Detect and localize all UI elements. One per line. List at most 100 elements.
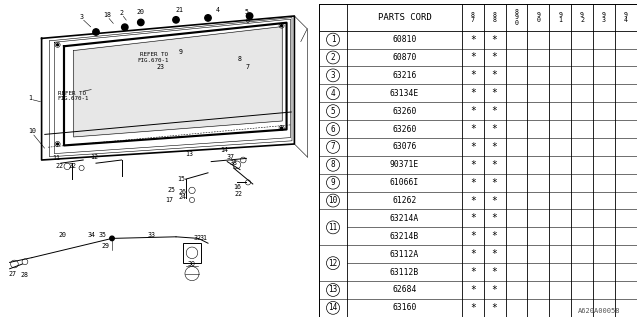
Text: *: * bbox=[470, 124, 476, 134]
Text: 9
3: 9 3 bbox=[602, 12, 606, 23]
Text: 20: 20 bbox=[137, 9, 145, 15]
Text: 22: 22 bbox=[55, 164, 63, 169]
Text: 1: 1 bbox=[28, 95, 33, 100]
Text: 8: 8 bbox=[238, 56, 242, 62]
Text: *: * bbox=[492, 267, 497, 277]
Text: *: * bbox=[492, 124, 497, 134]
Text: 60810: 60810 bbox=[392, 35, 417, 44]
Text: *: * bbox=[492, 88, 497, 98]
Text: 9: 9 bbox=[179, 49, 183, 55]
Text: *: * bbox=[470, 178, 476, 188]
Text: 63214B: 63214B bbox=[390, 232, 419, 241]
Text: *: * bbox=[492, 142, 497, 152]
Text: *: * bbox=[470, 52, 476, 62]
Text: *: * bbox=[492, 196, 497, 205]
Text: *: * bbox=[492, 70, 497, 80]
Text: 12: 12 bbox=[90, 154, 99, 160]
Text: 14: 14 bbox=[220, 148, 228, 153]
Text: 90371E: 90371E bbox=[390, 160, 419, 169]
Text: 62684: 62684 bbox=[392, 285, 417, 294]
Text: 5: 5 bbox=[244, 9, 248, 15]
Text: 38: 38 bbox=[230, 160, 237, 166]
Text: 34: 34 bbox=[87, 232, 95, 238]
Text: 13: 13 bbox=[328, 285, 338, 294]
Circle shape bbox=[281, 25, 283, 27]
Circle shape bbox=[122, 24, 128, 30]
Text: 24: 24 bbox=[179, 194, 186, 200]
Text: 2: 2 bbox=[331, 53, 335, 62]
Text: 5: 5 bbox=[331, 107, 335, 116]
Text: 8
8: 8 8 bbox=[493, 12, 497, 23]
Circle shape bbox=[93, 29, 99, 35]
Text: 31: 31 bbox=[199, 236, 207, 241]
Text: *: * bbox=[492, 178, 497, 188]
Text: 33: 33 bbox=[148, 232, 156, 238]
Circle shape bbox=[56, 143, 59, 145]
Text: *: * bbox=[470, 142, 476, 152]
Text: 63112A: 63112A bbox=[390, 250, 419, 259]
Circle shape bbox=[246, 13, 253, 19]
Text: 7: 7 bbox=[331, 142, 335, 151]
Text: *: * bbox=[470, 231, 476, 241]
Text: 28: 28 bbox=[20, 272, 28, 278]
Text: *: * bbox=[492, 303, 497, 313]
Text: *: * bbox=[470, 303, 476, 313]
Text: 6: 6 bbox=[331, 124, 335, 133]
Text: 60870: 60870 bbox=[392, 53, 417, 62]
Circle shape bbox=[138, 19, 144, 26]
Text: 63260: 63260 bbox=[392, 107, 417, 116]
Text: 30: 30 bbox=[188, 261, 196, 267]
Text: *: * bbox=[492, 35, 497, 44]
Text: 9
1: 9 1 bbox=[558, 12, 562, 23]
Text: 8
7: 8 7 bbox=[470, 12, 475, 23]
Text: 11: 11 bbox=[52, 156, 60, 161]
Polygon shape bbox=[74, 27, 282, 137]
Text: 61262: 61262 bbox=[392, 196, 417, 205]
Text: *: * bbox=[470, 88, 476, 98]
Text: 37: 37 bbox=[227, 154, 234, 160]
Text: 26: 26 bbox=[179, 189, 186, 195]
Text: 3: 3 bbox=[79, 14, 84, 20]
Text: 63160: 63160 bbox=[392, 303, 417, 312]
Text: *: * bbox=[470, 70, 476, 80]
Text: *: * bbox=[470, 249, 476, 259]
Circle shape bbox=[281, 127, 283, 129]
Text: 7: 7 bbox=[246, 64, 250, 70]
Text: 13: 13 bbox=[185, 151, 193, 156]
Text: 9: 9 bbox=[331, 178, 335, 187]
Text: 63214A: 63214A bbox=[390, 214, 419, 223]
Circle shape bbox=[173, 17, 179, 23]
Text: REFER TO
FIG.670-1: REFER TO FIG.670-1 bbox=[58, 91, 89, 101]
Text: 3: 3 bbox=[331, 71, 335, 80]
Text: 17: 17 bbox=[166, 197, 173, 203]
Text: 18: 18 bbox=[103, 12, 111, 18]
Text: *: * bbox=[470, 35, 476, 44]
Text: 9
2: 9 2 bbox=[580, 12, 584, 23]
Text: 9
4: 9 4 bbox=[624, 12, 628, 23]
Text: *: * bbox=[492, 160, 497, 170]
Text: PARTS CORD: PARTS CORD bbox=[378, 13, 431, 22]
Text: 16: 16 bbox=[233, 184, 241, 190]
Text: *: * bbox=[492, 231, 497, 241]
Text: *: * bbox=[492, 285, 497, 295]
Text: *: * bbox=[470, 285, 476, 295]
Text: 25: 25 bbox=[167, 188, 175, 193]
Text: *: * bbox=[470, 160, 476, 170]
Text: 8
9
0: 8 9 0 bbox=[515, 9, 518, 26]
Text: 15: 15 bbox=[177, 176, 185, 182]
Text: *: * bbox=[492, 106, 497, 116]
Text: 14: 14 bbox=[328, 303, 338, 312]
Circle shape bbox=[56, 44, 59, 46]
Text: 63076: 63076 bbox=[392, 142, 417, 151]
Text: *: * bbox=[492, 213, 497, 223]
Text: 12: 12 bbox=[328, 259, 338, 268]
Circle shape bbox=[205, 15, 211, 21]
Text: 1: 1 bbox=[331, 35, 335, 44]
Text: 8: 8 bbox=[331, 160, 335, 169]
Text: 32: 32 bbox=[193, 236, 202, 241]
Text: 20: 20 bbox=[58, 232, 67, 238]
Text: 11: 11 bbox=[328, 223, 338, 232]
Text: *: * bbox=[470, 213, 476, 223]
Circle shape bbox=[110, 236, 115, 241]
Text: 63112B: 63112B bbox=[390, 268, 419, 276]
